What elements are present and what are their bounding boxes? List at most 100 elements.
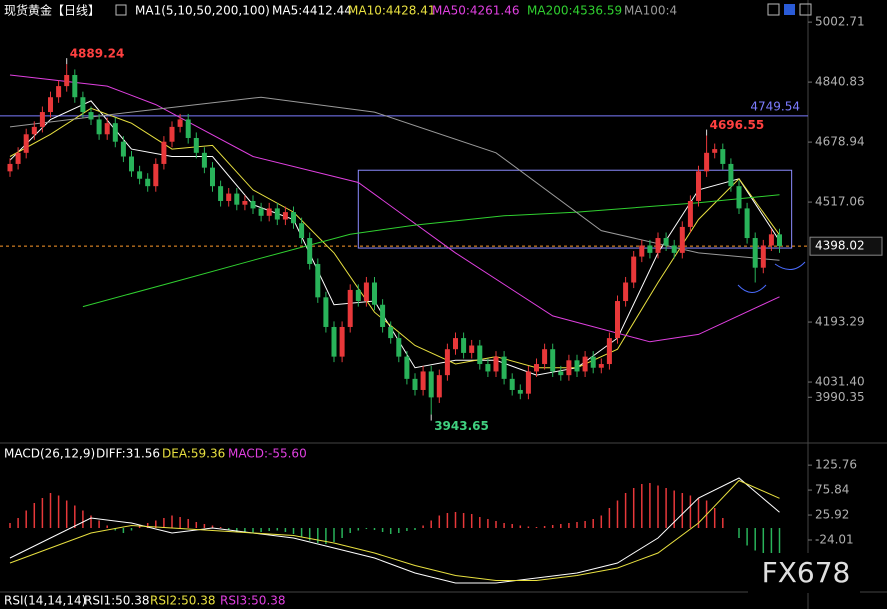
legend-entry: MA5:4412.44 (272, 4, 352, 18)
candle-body (355, 289, 361, 302)
range-box (357, 169, 793, 249)
candle-body (436, 375, 442, 398)
candle-body (444, 349, 450, 376)
annotation-label: 4696.55 (710, 118, 765, 132)
macd-value-label: MACD:-55.60 (228, 447, 307, 461)
macd-tick-label: 75.84 (815, 483, 849, 497)
candle-body (752, 238, 758, 268)
ma-line (9, 100, 780, 376)
candle-body (339, 326, 345, 357)
candle-body (299, 223, 305, 239)
candle-body (137, 171, 143, 179)
candle-body (7, 163, 13, 172)
candle-body (696, 171, 701, 201)
candle-body (534, 364, 539, 372)
candle-body (242, 200, 248, 205)
h-line-label: 4749.54 (750, 99, 800, 113)
y-tick-label: 4517.06 (815, 195, 865, 209)
candle-body (501, 356, 507, 379)
icon[interactable] (784, 4, 795, 15)
candle-body (574, 360, 580, 372)
dea-label: DEA:59.36 (162, 447, 225, 461)
candle-body (558, 371, 564, 376)
candle-body (218, 186, 224, 201)
legend-entry: MA100:4 (624, 4, 677, 18)
candle-body (315, 263, 321, 298)
candle-body (177, 119, 183, 127)
candle-body (485, 364, 491, 372)
candle-body (525, 371, 531, 394)
candle-body (663, 238, 669, 246)
candle-body (201, 152, 207, 168)
candle-body (679, 226, 685, 253)
candle-body (517, 389, 523, 394)
last-price-label: 4398.02 (815, 239, 865, 253)
candle-body (266, 208, 272, 216)
candle-body (550, 349, 556, 372)
annotation-label: 4889.24 (70, 47, 125, 61)
ma-label: MA1(5,10,50,200,100) (135, 4, 270, 18)
candle-body (720, 149, 726, 164)
candle-body (777, 234, 782, 247)
candle-body (372, 282, 377, 305)
candle-body (72, 74, 78, 98)
rsi3-label: RSI3:50.38 (220, 594, 286, 608)
candle-body (428, 371, 434, 398)
y-tick-label: 4031.40 (815, 375, 865, 389)
candle-body (291, 212, 296, 224)
macd-label: MACD(26,12,9) (4, 447, 95, 461)
candle-body (461, 338, 467, 353)
watermark-bg (748, 553, 860, 593)
y-tick-label: 4193.29 (815, 315, 865, 329)
rsi1-label: RSI1:50.38 (84, 594, 150, 608)
candle-body (234, 193, 240, 205)
diff-line (9, 477, 780, 584)
annotation-label: 3943.65 (434, 419, 489, 433)
candle-body (80, 97, 86, 113)
plot: 5002.71 4840.83 4678.94 4517.06 4193.29 4031.… (0, 4, 883, 584)
candle-body (566, 360, 572, 376)
candle-body (760, 245, 766, 268)
candle-body (120, 141, 126, 157)
candle-body (347, 289, 353, 327)
candle-body (145, 178, 151, 187)
candle-body (542, 349, 548, 365)
ma-line (9, 107, 780, 369)
y-tick-label: 4678.94 (815, 135, 865, 149)
dea-line (9, 479, 780, 581)
candle-body (129, 156, 134, 172)
candle-body (639, 245, 645, 257)
icon[interactable] (767, 3, 780, 16)
candle-body (15, 152, 21, 164)
candle-body (712, 149, 718, 153)
candle-body (363, 282, 369, 302)
candle-body (598, 364, 604, 368)
candle-body (48, 97, 53, 113)
candle-body (226, 193, 232, 201)
candle-body (420, 371, 426, 390)
candle-body (153, 163, 159, 187)
candle-body (509, 378, 515, 390)
candle-body (161, 141, 167, 164)
candle-body (404, 356, 410, 379)
candle-body (647, 245, 653, 253)
candle-body (631, 256, 637, 283)
candle-body (193, 137, 199, 153)
macd-tick-label: 25.92 (815, 508, 849, 522)
y-tick-label: 5002.71 (815, 15, 865, 29)
icon[interactable] (115, 4, 127, 16)
candle-body (744, 208, 750, 239)
ma-line (82, 194, 780, 308)
candle-body (282, 212, 288, 220)
y-tick-label: 4840.83 (815, 75, 865, 89)
legend-entry: MA200:4536.59 (527, 4, 622, 18)
candle-body (493, 356, 499, 372)
diff-label: DIFF:31.56 (96, 447, 160, 461)
candle-body (704, 152, 710, 172)
legend-entry: MA50:4261.46 (432, 4, 520, 18)
icon[interactable] (799, 3, 812, 16)
candle-body (469, 345, 475, 353)
drawing-arc (737, 284, 767, 293)
